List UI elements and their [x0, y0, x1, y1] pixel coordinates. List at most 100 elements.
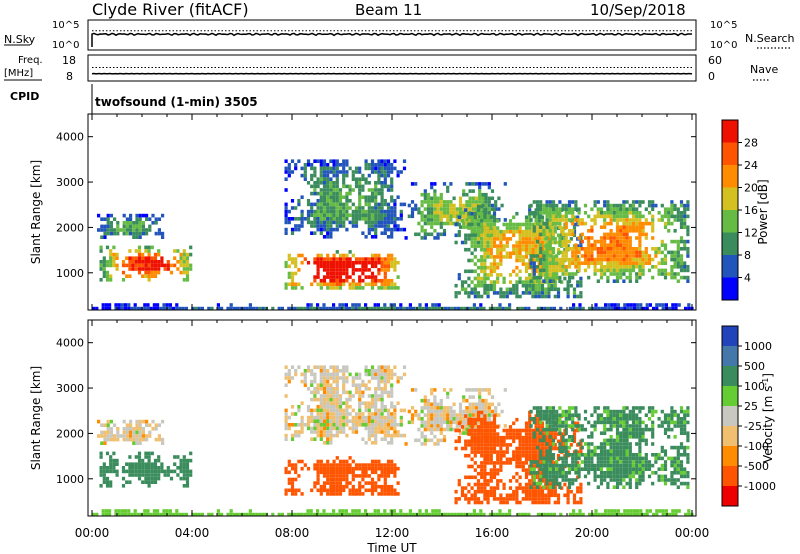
- echo-cell: [683, 265, 687, 269]
- echo-cell: [489, 457, 493, 462]
- echo-cell: [625, 214, 629, 219]
- echo-cell: [616, 303, 620, 307]
- echo-cell: [571, 481, 575, 486]
- echo-cell: [132, 231, 136, 236]
- echo-cell: [332, 227, 336, 232]
- echo-cell: [567, 409, 572, 414]
- echo-cell: [102, 469, 106, 474]
- echo-cell: [148, 423, 152, 427]
- echo-cell: [322, 170, 327, 174]
- echo-cell: [328, 306, 332, 311]
- echo-cell: [287, 415, 291, 420]
- echo-cell: [338, 275, 343, 279]
- echo-cell: [319, 415, 323, 420]
- echo-cell: [125, 423, 129, 427]
- echo-cell: [524, 471, 529, 476]
- echo-cell: [106, 224, 110, 229]
- echo-cell: [654, 250, 658, 255]
- echo-cell: [555, 478, 559, 482]
- echo-cell: [439, 413, 443, 417]
- echo-cell: [396, 430, 400, 434]
- echo-cell: [370, 433, 375, 438]
- echo-cell: [377, 383, 381, 387]
- echo-cell: [319, 419, 323, 423]
- echo-cell: [686, 229, 690, 233]
- echo-cell: [316, 177, 320, 181]
- echo-cell: [303, 376, 307, 380]
- echo-cell: [539, 463, 543, 468]
- echo-cell: [338, 463, 343, 467]
- echo-cell: [532, 254, 536, 258]
- echo-cell: [480, 215, 484, 220]
- echo-cell: [495, 306, 499, 311]
- echo-cell: [531, 489, 535, 494]
- echo-cell: [332, 365, 336, 369]
- echo-cell: [486, 446, 490, 451]
- echo-cell: [185, 252, 190, 257]
- echo-cell: [185, 278, 190, 282]
- echo-cell: [486, 461, 490, 465]
- echo-cell: [524, 226, 529, 230]
- echo-cell: [332, 159, 336, 163]
- echo-cell: [464, 446, 468, 451]
- echo-cell: [593, 214, 597, 219]
- echo-cell: [338, 278, 343, 283]
- echo-cell: [287, 488, 291, 493]
- echo-cell: [287, 264, 291, 269]
- echo-cell: [319, 191, 323, 196]
- echo-cell: [290, 231, 295, 235]
- echo-cell: [433, 200, 437, 204]
- echo-cell: [316, 303, 320, 307]
- echo-cell: [578, 303, 582, 307]
- echo-cell: [470, 439, 474, 444]
- echo-cell: [284, 166, 288, 171]
- echo-cell: [483, 482, 487, 487]
- echo-cell: [380, 379, 384, 384]
- echo-cell: [512, 421, 516, 426]
- echo-cell: [548, 257, 552, 262]
- echo-cell: [628, 265, 632, 269]
- echo-cell: [528, 489, 532, 494]
- echo-cell: [284, 433, 288, 438]
- echo-cell: [489, 280, 493, 284]
- echo-cell: [390, 459, 394, 464]
- echo-cell: [306, 419, 311, 423]
- echo-cell: [367, 408, 371, 413]
- echo-cell: [564, 460, 568, 464]
- echo-cell: [619, 225, 623, 229]
- echo-cell: [535, 279, 540, 283]
- echo-cell: [484, 398, 488, 403]
- echo-cell: [486, 244, 490, 248]
- echo-cell: [364, 181, 368, 185]
- echo-cell: [615, 218, 620, 222]
- echo-cell: [558, 474, 562, 479]
- echo-cell: [489, 493, 493, 498]
- echo-cell: [670, 254, 674, 258]
- echo-cell: [446, 214, 450, 219]
- echo-cell: [310, 213, 314, 217]
- echo-cell: [537, 471, 541, 476]
- echo-cell: [162, 303, 166, 307]
- echo-cell: [540, 450, 545, 454]
- echo-cell: [480, 280, 484, 284]
- echo-cell: [319, 166, 323, 171]
- echo-cell: [500, 203, 504, 208]
- echo-cell: [390, 412, 394, 416]
- echo-cell: [132, 434, 136, 438]
- echo-cell: [483, 468, 487, 472]
- echo-cell: [383, 463, 387, 467]
- echo-cell: [335, 423, 339, 427]
- echo-cell: [542, 427, 546, 432]
- echo-cell: [326, 163, 330, 167]
- echo-cell: [548, 456, 552, 461]
- echo-cell: [555, 207, 559, 211]
- echo-cell: [542, 435, 546, 439]
- echo-cell: [160, 469, 164, 474]
- echo-cell: [442, 420, 447, 425]
- echo-cell: [558, 275, 562, 280]
- echo-cell: [433, 420, 437, 425]
- echo-cell: [670, 272, 674, 276]
- echo-cell: [615, 207, 620, 211]
- echo-cell: [393, 463, 397, 467]
- echo-cell: [470, 226, 474, 230]
